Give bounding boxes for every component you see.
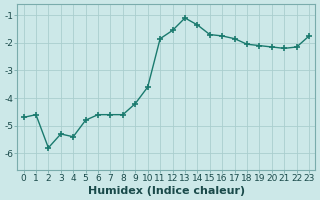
X-axis label: Humidex (Indice chaleur): Humidex (Indice chaleur) [88,186,245,196]
